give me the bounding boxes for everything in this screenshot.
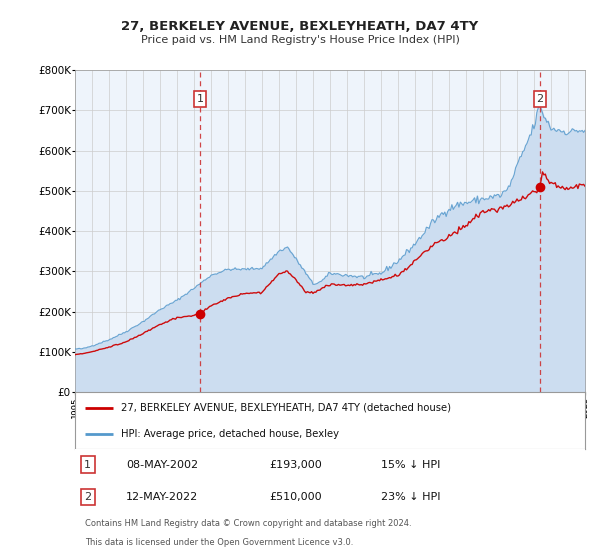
Text: £510,000: £510,000 <box>269 492 322 502</box>
Text: 08-MAY-2002: 08-MAY-2002 <box>126 460 198 470</box>
Text: 2: 2 <box>84 492 91 502</box>
Text: 1: 1 <box>84 460 91 470</box>
Text: This data is licensed under the Open Government Licence v3.0.: This data is licensed under the Open Gov… <box>85 538 353 547</box>
Text: 12-MAY-2022: 12-MAY-2022 <box>126 492 198 502</box>
Text: Contains HM Land Registry data © Crown copyright and database right 2024.: Contains HM Land Registry data © Crown c… <box>85 519 412 528</box>
Text: 27, BERKELEY AVENUE, BEXLEYHEATH, DA7 4TY: 27, BERKELEY AVENUE, BEXLEYHEATH, DA7 4T… <box>121 20 479 32</box>
Text: Price paid vs. HM Land Registry's House Price Index (HPI): Price paid vs. HM Land Registry's House … <box>140 35 460 45</box>
Text: 27, BERKELEY AVENUE, BEXLEYHEATH, DA7 4TY (detached house): 27, BERKELEY AVENUE, BEXLEYHEATH, DA7 4T… <box>121 403 451 413</box>
Text: 23% ↓ HPI: 23% ↓ HPI <box>381 492 440 502</box>
Text: £193,000: £193,000 <box>269 460 322 470</box>
Text: 1: 1 <box>196 94 203 104</box>
Text: 2: 2 <box>536 94 544 104</box>
Text: 15% ↓ HPI: 15% ↓ HPI <box>381 460 440 470</box>
Text: HPI: Average price, detached house, Bexley: HPI: Average price, detached house, Bexl… <box>121 429 339 439</box>
